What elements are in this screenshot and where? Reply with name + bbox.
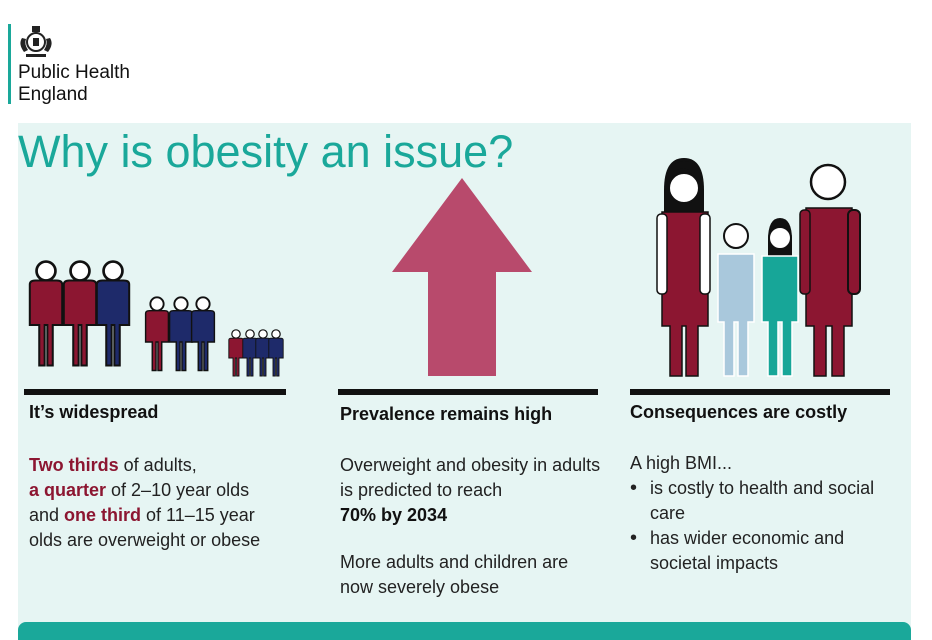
page-title: Why is obesity an issue? (18, 126, 514, 177)
text-line: and one third of 11–15 year (29, 503, 299, 528)
intro-text: A high BMI... (630, 453, 733, 473)
column-heading-widespread: It’s widespread (29, 402, 159, 422)
column-heading-consequences: Consequences are costly (630, 402, 848, 422)
plain-text: of 2–10 year olds (106, 480, 250, 500)
org-line-1: Public Health (18, 62, 130, 83)
plain-text: and (29, 505, 65, 525)
column-heading-prevalence: Prevalence remains high (340, 404, 553, 424)
divider-rule (24, 389, 286, 395)
people-group-icon (28, 260, 284, 377)
highlight-text: a quarter (29, 480, 107, 500)
divider-rule (630, 389, 890, 395)
org-line-2: England (18, 84, 88, 105)
logo-accent-bar (8, 24, 11, 104)
column-text-widespread: Two thirds of adults, a quarter of 2–10 … (29, 453, 299, 553)
royal-crest-icon (20, 26, 52, 57)
bottom-accent-bar (18, 622, 911, 640)
organisation-name: Public Health England (18, 62, 130, 106)
divider-rule (338, 389, 598, 395)
family-icon (656, 158, 861, 377)
column-text-consequences: A high BMI... is costly to health and so… (630, 451, 910, 576)
paragraph-severe: More adults and children are now severel… (340, 552, 569, 597)
plain-text: of 11–15 year (141, 505, 255, 525)
paragraph: Overweight and obesity in adults is pred… (340, 455, 601, 500)
text-line: olds are overweight or obese (29, 528, 299, 553)
bullet-item: is costly to health and social care (630, 476, 910, 526)
bullet-item: has wider economic and societal impacts (630, 526, 910, 576)
plain-text: of adults, (118, 455, 197, 475)
up-arrow-icon (392, 178, 532, 376)
highlight-text: Two thirds (29, 455, 119, 475)
highlight-text: one third (64, 505, 142, 525)
plain-text: olds are overweight or obese (29, 530, 261, 550)
strong-text: 70% by 2034 (340, 505, 448, 525)
text-line: Two thirds of adults, (29, 453, 299, 478)
bullet-list: is costly to health and social care has … (630, 476, 910, 576)
text-line: a quarter of 2–10 year olds (29, 478, 299, 503)
column-text-prevalence: Overweight and obesity in adults is pred… (340, 453, 605, 528)
